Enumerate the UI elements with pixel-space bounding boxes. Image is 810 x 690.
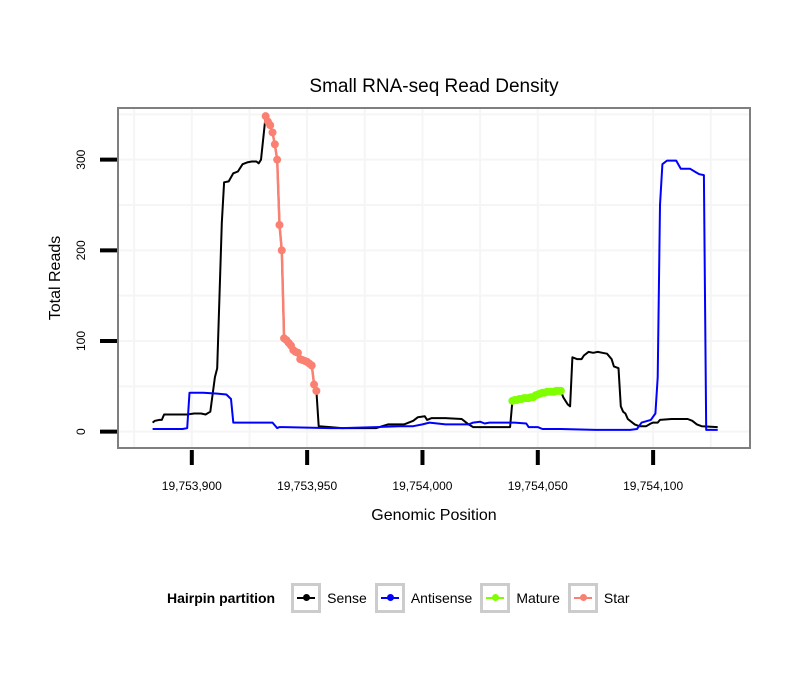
chart-title: Small RNA-seq Read Density (309, 76, 559, 97)
legend-title: Hairpin partition (167, 590, 276, 606)
data-point-star (270, 140, 279, 149)
legend-item-antisense: Antisense (374, 583, 474, 613)
legend-label: Antisense (410, 590, 473, 606)
legend-key-mature-icon (480, 583, 511, 613)
data-point-star (293, 348, 302, 357)
y-tick-label: 0 (74, 428, 88, 435)
legend-item-sense: Sense (291, 583, 369, 613)
data-point-star (312, 386, 321, 395)
x-tick-label: 19,753,900 (162, 479, 222, 493)
legend-label: Sense (327, 590, 367, 606)
legend-key-star-icon (567, 583, 598, 613)
y-axis: 0 100 200 300 (74, 149, 117, 435)
legend: Hairpin partition Sense Antisense Mature St… (150, 580, 638, 616)
data-point-star (273, 155, 282, 164)
data-point-star (268, 128, 277, 137)
data-point-star (310, 380, 319, 389)
x-tick-label: 19,754,100 (623, 479, 683, 493)
series-markers (261, 112, 565, 405)
series-line-antisense (152, 159, 718, 431)
y-axis-title: Total Reads (47, 236, 64, 321)
legend-key-sense-icon (291, 583, 322, 613)
legend-label: Star (603, 590, 630, 606)
data-point-star (275, 220, 284, 229)
x-tick-label: 19,753,950 (277, 479, 337, 493)
y-tick-label: 300 (74, 149, 88, 169)
data-point-star (307, 361, 316, 370)
data-point-mature (556, 386, 565, 395)
x-tick-label: 19,754,000 (392, 479, 452, 493)
legend-label: Mature (516, 590, 560, 606)
legend-item-star: Star (567, 583, 632, 613)
y-tick-label: 100 (74, 331, 88, 351)
x-axis: 19,753,900 19,753,950 19,754,000 19,754,050… (162, 450, 683, 493)
data-point-star (277, 246, 286, 255)
x-axis-title: Genomic Position (371, 507, 496, 524)
y-tick-label: 200 (74, 240, 88, 260)
legend-key-antisense-icon (374, 583, 405, 613)
plot-panel (117, 107, 751, 449)
x-tick-label: 19,754,050 (508, 479, 568, 493)
legend-items: Sense Antisense Mature Star (291, 583, 637, 613)
data-point-star (266, 121, 275, 130)
legend-item-mature: Mature (480, 583, 562, 613)
series-line-sense (151, 115, 718, 430)
